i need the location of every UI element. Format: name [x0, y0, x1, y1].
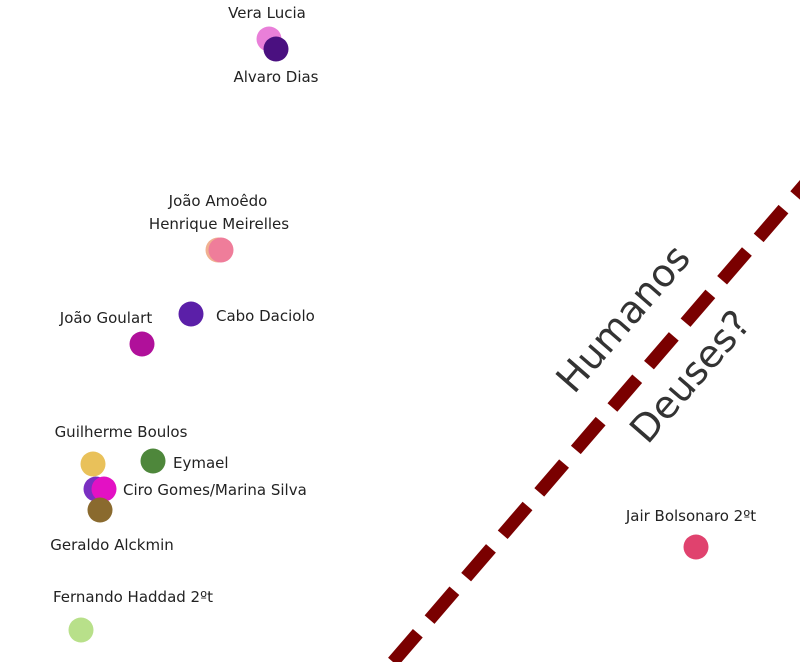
- point-label: Vera Lucia: [228, 4, 306, 22]
- point-label: Alvaro Dias: [233, 68, 318, 86]
- data-point: [208, 237, 234, 263]
- divider-line: [388, 179, 800, 662]
- data-point: [129, 331, 155, 357]
- data-point: [683, 534, 709, 560]
- point-label: Ciro Gomes/Marina Silva: [123, 481, 307, 499]
- data-point: [140, 448, 166, 474]
- point-label: João Amoêdo: [168, 192, 268, 210]
- data-point: [80, 451, 106, 477]
- point-label: Geraldo Alckmin: [50, 536, 174, 554]
- point-label: João Goulart: [59, 309, 153, 327]
- point-label: Cabo Daciolo: [216, 307, 315, 325]
- point-label: Eymael: [173, 454, 229, 472]
- data-point: [263, 36, 289, 62]
- data-point: [68, 617, 94, 643]
- point-label: Fernando Haddad 2ºt: [53, 588, 213, 606]
- point-label: Guilherme Boulos: [55, 423, 188, 441]
- data-point: [178, 301, 204, 327]
- point-label: Jair Bolsonaro 2ºt: [625, 507, 756, 525]
- data-point: [87, 497, 113, 523]
- data-point: [91, 476, 117, 502]
- point-label: Henrique Meirelles: [149, 215, 289, 233]
